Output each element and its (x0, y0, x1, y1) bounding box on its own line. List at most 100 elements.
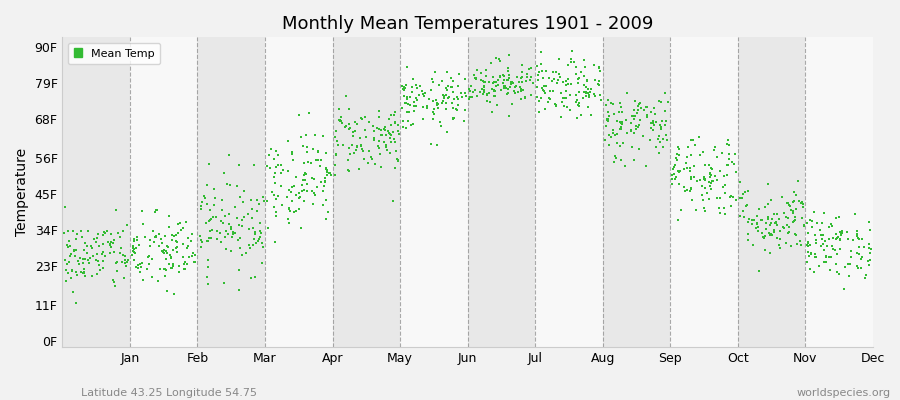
Point (512, 84, 526, 90)
Point (778, 240, 793, 246)
Point (58, 204, 73, 210)
Point (379, 131, 393, 138)
Point (602, 112, 616, 119)
Point (577, 82, 591, 88)
Point (299, 171, 313, 177)
Point (486, 79, 500, 85)
Point (372, 108, 386, 114)
Point (767, 211, 781, 217)
Point (285, 150, 300, 157)
Point (751, 224, 765, 230)
Point (544, 78, 559, 84)
Point (781, 215, 796, 221)
Point (464, 88, 478, 94)
Point (292, 195, 306, 201)
Point (148, 208, 162, 215)
Point (671, 152, 686, 158)
Point (619, 130, 634, 136)
Point (647, 122, 662, 128)
Point (148, 239, 162, 246)
Point (855, 236, 869, 242)
Point (402, 102, 417, 108)
Point (464, 83, 478, 89)
Point (659, 132, 673, 138)
Point (177, 265, 192, 272)
Point (850, 234, 865, 241)
Point (777, 210, 791, 216)
Point (534, 94, 548, 101)
Point (569, 92, 583, 98)
Point (767, 226, 781, 233)
Point (484, 60, 499, 66)
Point (505, 100, 519, 107)
Point (261, 152, 275, 158)
Point (386, 129, 400, 136)
Point (608, 110, 622, 117)
Point (347, 128, 362, 134)
Point (577, 73, 591, 79)
Point (382, 131, 397, 137)
Point (772, 215, 787, 222)
Point (271, 162, 285, 169)
Point (484, 86, 499, 92)
Point (388, 119, 402, 126)
Point (511, 89, 526, 95)
Point (76, 268, 91, 275)
Point (578, 64, 592, 70)
Point (384, 139, 399, 146)
Point (214, 207, 229, 214)
Point (75, 234, 89, 240)
Point (843, 254, 858, 260)
Point (463, 96, 477, 102)
Point (602, 142, 616, 149)
Point (561, 81, 575, 87)
Point (367, 128, 382, 134)
Point (106, 237, 121, 243)
Point (526, 80, 540, 86)
Point (420, 103, 435, 110)
Point (807, 250, 822, 257)
Point (228, 204, 242, 210)
Point (418, 90, 433, 96)
Point (118, 252, 132, 259)
Point (247, 162, 261, 168)
Point (402, 94, 417, 100)
Point (507, 88, 521, 94)
Point (487, 88, 501, 94)
Point (767, 228, 781, 235)
Point (721, 137, 735, 143)
Point (830, 268, 844, 275)
Point (722, 156, 736, 162)
Point (600, 117, 615, 124)
Point (396, 86, 410, 93)
Point (313, 179, 328, 185)
Point (231, 236, 246, 243)
Point (106, 248, 121, 255)
Point (852, 236, 867, 242)
Point (571, 101, 585, 108)
Point (67, 247, 81, 253)
Point (554, 74, 568, 80)
Point (391, 122, 405, 128)
Point (671, 180, 686, 187)
Point (242, 244, 256, 251)
Point (508, 84, 522, 90)
Point (329, 152, 344, 159)
Point (610, 140, 625, 146)
Point (267, 174, 282, 180)
Point (92, 243, 106, 250)
Point (652, 132, 666, 139)
Point (68, 252, 82, 259)
Point (832, 271, 846, 277)
Point (171, 230, 185, 237)
Point (741, 219, 755, 225)
Point (643, 136, 657, 143)
Point (286, 157, 301, 164)
Point (777, 225, 791, 231)
Point (275, 202, 290, 208)
Point (803, 242, 817, 248)
Point (207, 202, 221, 208)
Point (721, 162, 735, 168)
Point (297, 198, 311, 205)
Point (106, 277, 121, 284)
